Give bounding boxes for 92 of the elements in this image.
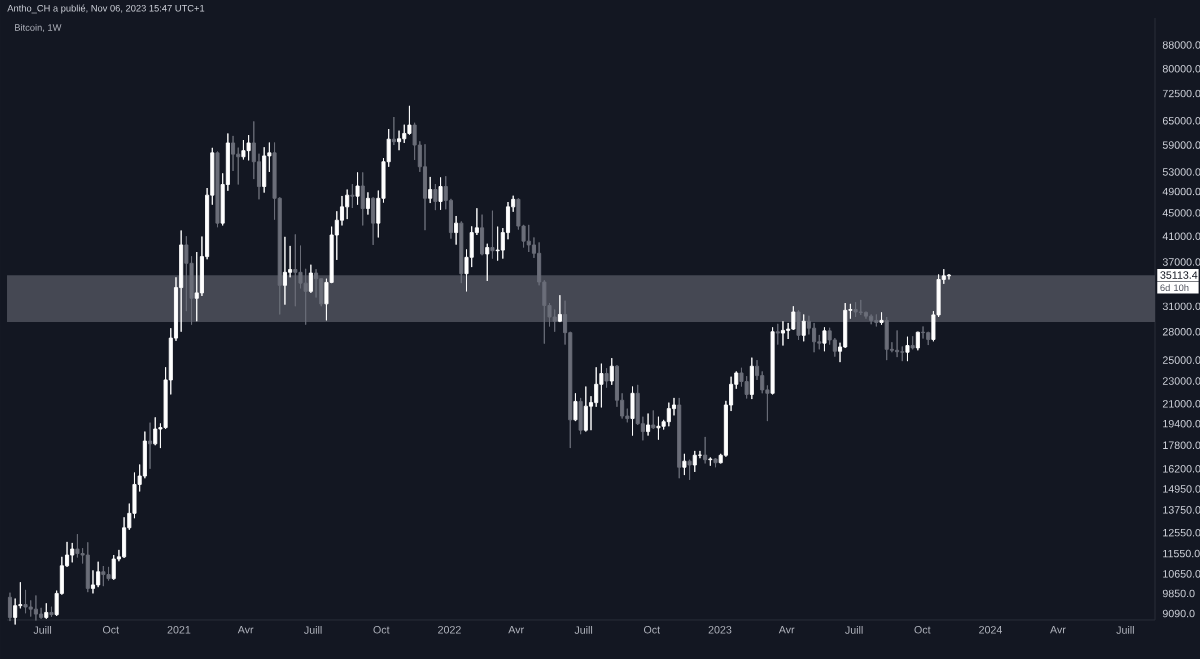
candlestick [573,392,578,422]
candlestick [770,326,775,395]
y-tick-label: 72500.0 [1162,89,1200,98]
x-tick-label: 2023 [708,626,732,634]
candlestick [391,116,396,146]
candlestick [355,171,360,206]
y-tick-label: 12550.0 [1163,528,1200,537]
y-tick-label: 25000.0 [1162,356,1200,364]
candlestick [490,210,495,260]
x-tick-label: Juill [845,625,863,634]
candlestick [749,357,754,400]
x-tick-label: Juill [574,625,593,634]
x-tick-label: Juill [33,625,52,634]
y-tick-label: 10650.0 [1163,570,1200,578]
candlestick [910,335,915,350]
candlestick [454,215,459,246]
y-tick-label: 37000.0 [1162,258,1200,266]
candlestick [148,422,153,470]
y-tick-label: 49000.0 [1162,187,1200,196]
y-tick-label: 11550.0 [1163,549,1200,558]
x-tick-label: Juill [1116,625,1134,634]
y-tick-label: 31000.0 [1162,302,1200,311]
candlestick [578,397,583,435]
candlestick [775,323,780,346]
candlestick [49,606,54,618]
candlestick [557,294,562,323]
chart-subtitle: Antho_CH a publié, Nov 06, 2023 15:47 UTC+1 [7,4,205,14]
candlestick [946,273,951,280]
y-tick-label: 13750.0 [1163,506,1200,514]
candlestick [651,409,656,430]
x-tick-label: Juill [304,625,322,634]
candlestick [713,457,718,468]
candlestick [822,326,827,352]
candlestick [44,602,49,620]
candlestick [433,183,438,211]
candlestick [677,397,682,479]
candlestick [879,311,884,326]
y-tick-label: 41000.0 [1162,232,1200,240]
candlestick [687,459,692,481]
x-tick-label: Oct [102,626,119,634]
y-tick-label: 14950.0 [1163,485,1200,493]
x-tick-label: 2024 [979,626,1003,634]
y-tick-label: 65000.0 [1162,117,1200,125]
y-tick-label: 17800.0 [1163,441,1200,449]
candlestick [215,151,220,228]
text: 35113.4 [1160,271,1198,279]
x-tick-label: Avr [508,626,524,634]
y-tick-label: 19400.0 [1163,419,1200,428]
candlestick [350,183,355,209]
candlestick [905,336,910,362]
candlestick [480,214,485,256]
candlestick [308,264,313,294]
x-tick-label: Avr [1050,626,1066,634]
y-tick-label: 16200.0 [1163,465,1200,473]
candlestick [459,220,464,284]
y-tick-label: 21000.0 [1162,400,1200,408]
candlestick [485,243,490,282]
candlestick [915,331,920,351]
candlestick [438,176,443,211]
x-tick-label: 2022 [438,626,461,634]
candlestick [365,191,370,216]
candlestick [796,309,801,341]
y-tick-label: 53000.0 [1162,168,1200,176]
x-tick-label: Oct [914,626,931,634]
candlestick [708,457,713,467]
candlestick [646,413,651,437]
candlestick [604,367,609,389]
x-tick-label: Oct [373,626,390,634]
candlestick [630,386,635,437]
y-tick-label: 59000.0 [1162,141,1200,149]
x-tick-label: Avr [237,626,254,634]
candlestick [703,436,708,464]
x-tick-label: Oct [643,626,660,634]
candlestick [422,143,428,231]
y-tick-label: 9090.0 [1162,609,1195,618]
x-tick-label: Avr [778,626,795,634]
candlestick [7,592,12,622]
y-tick-label: 80000.0 [1162,65,1200,73]
y-tick-label: 9850.0 [1162,589,1195,598]
candlestick [371,196,376,246]
candlestick [801,313,806,342]
x-tick-label: 2021 [167,626,191,634]
y-tick-label: 45000.0 [1162,209,1200,217]
candlestick [360,171,365,226]
text: 6d 10h [1160,284,1189,292]
candlestick [609,357,614,386]
text: Bitcoin, 1W [15,24,62,32]
candlestick [428,176,433,204]
y-tick-label: 88000.0 [1162,41,1200,49]
y-tick-label: 23000.0 [1162,377,1200,385]
candlestick [682,453,687,476]
y-tick-label: 28000.0 [1162,327,1200,336]
